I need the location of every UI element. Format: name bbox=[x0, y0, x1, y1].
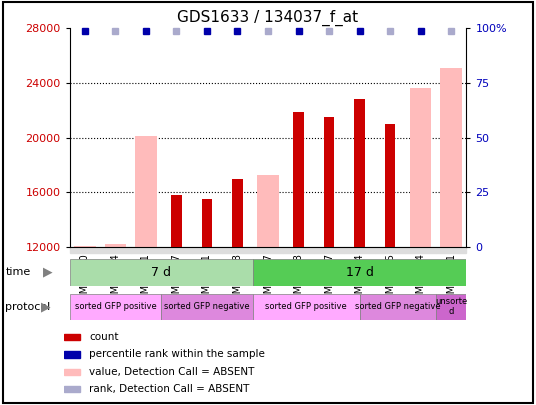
Title: GDS1633 / 134037_f_at: GDS1633 / 134037_f_at bbox=[177, 9, 359, 26]
Bar bbox=[192, 247, 222, 253]
Text: count: count bbox=[90, 332, 119, 342]
Bar bbox=[64, 369, 80, 375]
Text: percentile rank within the sample: percentile rank within the sample bbox=[90, 350, 265, 360]
Bar bbox=[70, 247, 100, 253]
Bar bbox=[64, 352, 80, 358]
Bar bbox=[354, 99, 365, 247]
Bar bbox=[257, 175, 279, 247]
Bar bbox=[253, 247, 283, 253]
Bar bbox=[314, 247, 344, 253]
Bar bbox=[293, 112, 304, 247]
Text: rank, Detection Call = ABSENT: rank, Detection Call = ABSENT bbox=[90, 384, 250, 394]
Bar bbox=[171, 195, 182, 247]
Text: unsorte
d: unsorte d bbox=[435, 297, 467, 316]
Text: sorted GFP positive: sorted GFP positive bbox=[75, 302, 157, 311]
Bar bbox=[161, 294, 253, 320]
Text: 7 d: 7 d bbox=[151, 266, 171, 279]
Text: ▶: ▶ bbox=[41, 300, 50, 313]
Bar bbox=[232, 179, 243, 247]
Text: 17 d: 17 d bbox=[346, 266, 374, 279]
Bar bbox=[436, 247, 466, 253]
Bar bbox=[324, 117, 334, 247]
Text: sorted GFP positive: sorted GFP positive bbox=[265, 302, 347, 311]
Bar bbox=[222, 247, 253, 253]
Bar bbox=[436, 294, 466, 320]
Bar bbox=[75, 246, 95, 247]
Bar bbox=[64, 334, 80, 341]
Bar bbox=[344, 247, 375, 253]
Bar bbox=[161, 247, 192, 253]
Bar bbox=[375, 247, 405, 253]
Bar bbox=[70, 294, 161, 320]
Bar bbox=[70, 259, 253, 286]
Text: protocol: protocol bbox=[5, 302, 50, 312]
Bar bbox=[283, 247, 314, 253]
Text: sorted GFP negative: sorted GFP negative bbox=[164, 302, 250, 311]
Bar bbox=[385, 124, 396, 247]
Bar bbox=[360, 294, 436, 320]
Bar bbox=[105, 244, 126, 247]
Bar bbox=[441, 68, 461, 247]
Bar bbox=[64, 386, 80, 392]
Text: value, Detection Call = ABSENT: value, Detection Call = ABSENT bbox=[90, 367, 255, 377]
Text: ▶: ▶ bbox=[43, 266, 53, 279]
Text: time: time bbox=[5, 267, 31, 277]
Bar bbox=[253, 259, 466, 286]
Text: sorted GFP negative: sorted GFP negative bbox=[355, 302, 441, 311]
Bar bbox=[253, 294, 360, 320]
Bar bbox=[100, 247, 131, 253]
Bar bbox=[131, 247, 161, 253]
Bar bbox=[202, 198, 212, 247]
Bar bbox=[410, 88, 431, 247]
Bar bbox=[405, 247, 436, 253]
Bar bbox=[135, 136, 157, 247]
